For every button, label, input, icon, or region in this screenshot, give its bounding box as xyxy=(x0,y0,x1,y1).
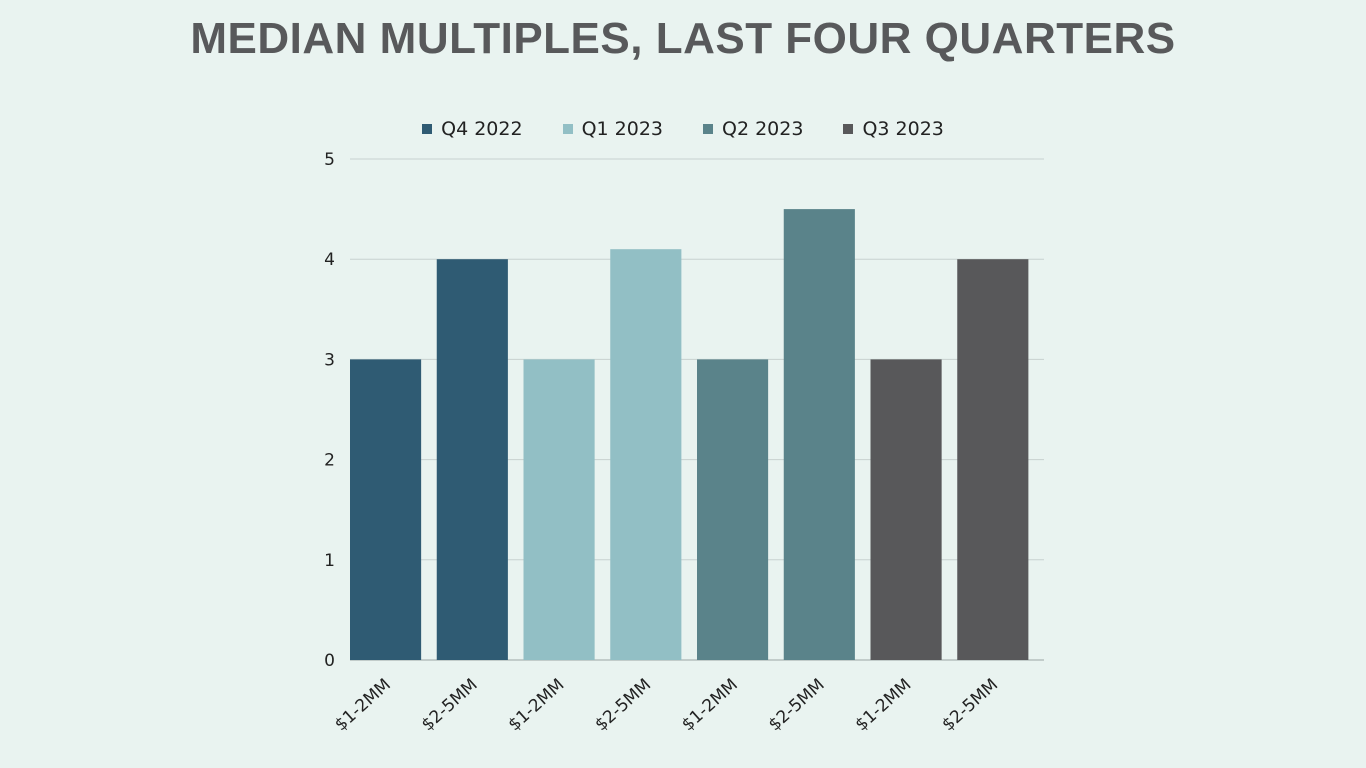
bar xyxy=(783,209,855,660)
y-tick-label: 4 xyxy=(324,250,335,270)
y-tick-label: 2 xyxy=(324,451,335,471)
x-tick-label: $2-5MM xyxy=(938,675,1002,735)
x-tick-label: $2-5MM xyxy=(418,675,482,735)
legend-swatch xyxy=(703,124,713,134)
y-tick-label: 3 xyxy=(324,350,335,370)
bar xyxy=(350,359,422,660)
y-tick-label: 0 xyxy=(324,651,335,671)
bar xyxy=(436,259,508,660)
y-tick-label: 1 xyxy=(324,551,335,571)
legend-item: Q1 2023 xyxy=(562,118,663,140)
legend-swatch xyxy=(562,124,573,134)
bar xyxy=(610,249,682,660)
legend-swatch xyxy=(422,124,433,134)
legend-label: Q3 2023 xyxy=(862,118,944,140)
legend-label: Q2 2023 xyxy=(722,118,804,140)
bar xyxy=(697,359,769,660)
x-tick-label: $1-2MM xyxy=(678,675,742,735)
y-tick-label: 5 xyxy=(324,150,335,170)
legend-label: Q1 2023 xyxy=(581,118,663,140)
x-tick-label: $1-2MM xyxy=(505,675,569,735)
legend-item: Q4 2022 xyxy=(422,118,523,140)
bar xyxy=(870,359,942,660)
x-tick-label: $2-5MM xyxy=(591,675,655,735)
bar xyxy=(957,259,1029,660)
x-tick-label: $1-2MM xyxy=(331,675,395,735)
legend-label: Q4 2022 xyxy=(441,118,523,140)
legend-item: Q2 2023 xyxy=(703,118,803,140)
legend: Q4 2022 Q1 2023 Q2 2023 Q3 2023 xyxy=(0,118,1366,140)
bar xyxy=(523,359,595,660)
chart-title: MEDIAN MULTIPLES, LAST FOUR QUARTERS xyxy=(190,14,1176,63)
x-tick-label: $1-2MM xyxy=(852,675,916,735)
legend-swatch xyxy=(843,124,854,134)
legend-item: Q3 2023 xyxy=(843,118,944,140)
x-tick-label: $2-5MM xyxy=(765,675,829,735)
